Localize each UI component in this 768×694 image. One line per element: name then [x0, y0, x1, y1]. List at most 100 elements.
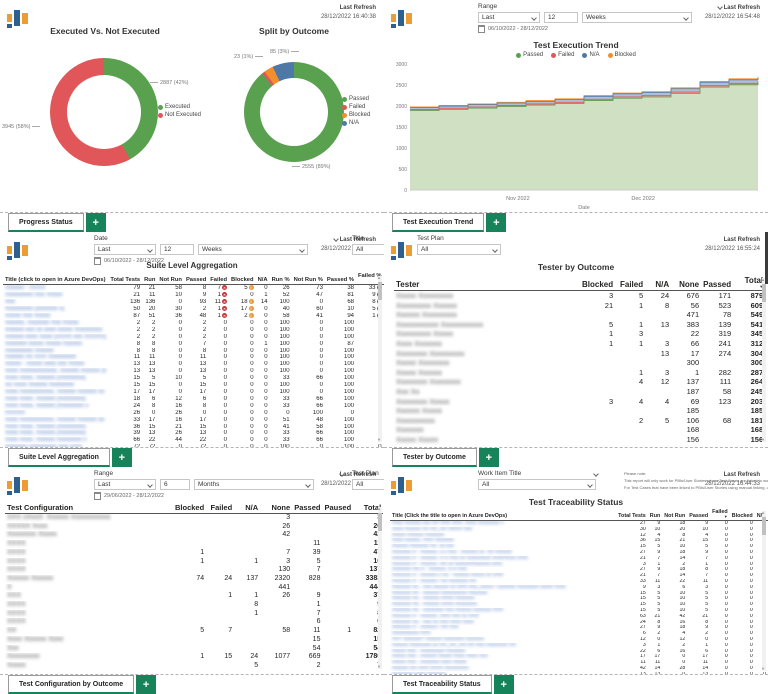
add-page-button[interactable]: +	[493, 675, 514, 694]
column-header[interactable]: Not Run	[157, 273, 184, 285]
suite-title-link[interactable]: Xxx	[5, 299, 16, 305]
suite-title-link[interactable]: Xxxxx - Xxxxx xxxx xxx Xxxxx	[5, 361, 85, 368]
column-header[interactable]: Run %	[269, 273, 292, 285]
suite-title-link[interactable]: XXXXX	[5, 409, 26, 416]
suite-title-link[interactable]: Xxxxx Xxx Xxxxx	[5, 312, 51, 319]
chevron-down-icon[interactable]	[717, 3, 723, 10]
work-item-title-link[interactable]: Xxxxxxx Xx - Xxxxxx xxxxxxxxxx Xxxxxxx	[392, 590, 488, 596]
work-item-title-link[interactable]: Xxxxx Xxx - Xxxxxx Xxxxx Xxxx Xxxx Xxx	[392, 654, 488, 660]
suite-title-link[interactable]: Xxxx Xxxxxxxxxxx, Xxxxxx Xxxxxx xx	[5, 388, 105, 395]
suite-title-link[interactable]: Xxxx Xxxx, Xxxxxx (Xxxxxxxx x	[5, 402, 89, 409]
work-item-title-link[interactable]: Xxxxxx XX XXX xXXX Xxxxxxxxx	[392, 665, 469, 671]
column-header[interactable]: Failed	[208, 273, 230, 285]
work-item-title-link[interactable]: Xxxxxxx XX.X - Xxxxxx, X.X Xxx	[392, 567, 467, 573]
table-scrollbar[interactable]: ▲ ▼	[377, 275, 382, 442]
legend-item[interactable]: Failed	[551, 52, 574, 58]
date-operator-dropdown[interactable]: Last	[94, 244, 156, 255]
column-header[interactable]: Title (click to open in Azure DevOps)	[3, 273, 109, 285]
column-header[interactable]: N/A	[645, 276, 672, 291]
column-header[interactable]: Failed ▼	[710, 509, 730, 521]
column-header[interactable]: N/A	[234, 503, 261, 514]
work-item-title-link[interactable]: Xxxxxxx X - Xxxxxx x Xx - Xxxxxx Xxxxx x…	[392, 573, 504, 579]
legend-item[interactable]: N/A	[342, 120, 370, 126]
add-page-button[interactable]: +	[85, 213, 106, 232]
range-number-input[interactable]: 12	[544, 12, 578, 23]
test-plan-dropdown[interactable]: All	[417, 244, 501, 255]
suite-title-link[interactable]: Xxxx Xxxx, Xxxxxx (Xxxxxxxx)	[5, 423, 86, 430]
column-header[interactable]: Blocked	[580, 276, 616, 291]
work-item-title-link[interactable]: Xxxxxxx Xx - Xxx xx Xxx Xxxx Xxxx	[392, 619, 474, 625]
suite-title-link[interactable]: Xxxx Xxxx, Xxxxxx Xxxxxxxx x	[5, 437, 87, 444]
chevron-down-icon[interactable]	[593, 470, 599, 477]
table-scrollbar[interactable]: ▲ ▼	[761, 277, 766, 442]
legend-item[interactable]: Executed	[158, 104, 201, 110]
work-item-title-link[interactable]: Xxxxxxxxxx XXX	[392, 631, 431, 637]
work-item-title-link[interactable]: Xxxxxxx Xx - Xxxxxx XXXx Xxxxxxx	[392, 596, 475, 602]
date-number-input[interactable]: 12	[160, 244, 194, 255]
suite-title-link[interactable]: Xxxxxx xxx xx xxxx xxxxx Xxxxxxxxx	[5, 326, 103, 333]
work-item-title-link[interactable]: Xxxxxxx Xx - Xxx xxxxxx xx XXX Xxx_xxxxx…	[392, 584, 566, 590]
suite-title-link[interactable]: Xxxxxxx xxxxx Xxxxx Xxxxxx	[5, 340, 83, 347]
suite-title-link[interactable]: Xxxx Xxxx, Xxxxxx (Xxxxxxxx)	[5, 430, 86, 437]
work-item-title-link[interactable]: Xxxxxxx X - Xxxxxx, XXX Xxx xx XXX	[392, 613, 479, 619]
suite-title-link[interactable]: Xxxxxx Xx XXX Xxxxxxxxx	[5, 354, 77, 361]
work-item-title-link[interactable]: Xxxxxxx Xx - xxxxxxxx Xxx Xxxxxx xxxxxxx…	[392, 607, 504, 613]
column-header[interactable]: Blocked	[173, 503, 207, 514]
work-item-title-link[interactable]: Xxxxx Xxxxxx Xxxxxxx	[392, 532, 445, 538]
work-item-title-link[interactable]: Xxxx xxxxxx, XXX Xxxxxxx	[392, 538, 454, 544]
table-scrollbar[interactable]: ▲ ▼	[761, 510, 766, 671]
tab-test-configuration-by-outcome[interactable]: Test Configuration by Outcome	[8, 675, 135, 694]
legend-item[interactable]: Blocked	[342, 112, 370, 118]
work-item-title-link[interactable]: Xxxxxxx X - Xxxxxx / Xx Xxxxxxx XX	[392, 578, 477, 584]
legend-item[interactable]: Passed	[342, 96, 370, 102]
work-item-title-link[interactable]: Xxxxxxx X - Xxxxxx, X.X Xxx xx Xxxxxxxxx…	[392, 555, 528, 561]
column-header[interactable]: Paused	[322, 503, 354, 514]
column-header[interactable]: Run	[647, 509, 663, 521]
add-page-button[interactable]: +	[478, 448, 499, 467]
suite-title-link[interactable]: Xxxxxxx Xxxxxxxxx Xxx XXX	[5, 444, 82, 447]
work-item-title-link[interactable]: Xxxx Xxxxxx Xx XX_XX XXXX Xxx	[392, 526, 473, 532]
tab-suite-level-aggregation[interactable]: Suite Level Aggregation	[8, 448, 110, 467]
column-header[interactable]: N/A	[754, 509, 768, 521]
column-header[interactable]: Total	[353, 503, 384, 514]
column-header[interactable]: N/A	[255, 273, 270, 285]
range-operator-dropdown[interactable]: Last	[478, 12, 540, 23]
legend-item[interactable]: Blocked	[607, 52, 636, 58]
column-header[interactable]: Run	[142, 273, 158, 285]
title-dropdown[interactable]: All	[352, 244, 384, 255]
work-item-title-link[interactable]: Xxxxxxx X - Xxxxxx, XX xx xxxxxXXxxxxxx …	[392, 561, 503, 567]
work-item-title-link[interactable]: Xxxxxx Xxxxxxx Xx. xx-xxx	[392, 544, 454, 550]
work-item-title-link[interactable]: Xxxxx Xxx - Xxxxxxx xxxx Xxxxx	[392, 660, 467, 666]
tab-tester-by-outcome[interactable]: Tester by Outcome	[392, 448, 477, 467]
suite-title-link[interactable]: Xxxx Xxxxxxxxxxx, Xxxxxx Xxxxxx xx	[5, 416, 105, 423]
executed-donut-chart[interactable]	[50, 58, 158, 166]
work-item-title-link[interactable]: Xxxxxxx X - Xxxxxx, x.x Xxx - Xxxxxx xx.…	[392, 549, 512, 555]
range-unit-dropdown[interactable]: Weeks	[582, 12, 692, 23]
test-plan-dropdown[interactable]: All	[352, 479, 384, 490]
legend-item[interactable]: Passed	[516, 52, 543, 58]
column-header[interactable]: Passed	[701, 276, 734, 291]
work-item-title-link[interactable]: Xxxxxxx Xx - Xxxxxx XXXx Xxxxxxxx	[392, 602, 478, 608]
add-page-button[interactable]: +	[136, 675, 157, 694]
legend-item[interactable]: Not Executed	[158, 112, 201, 118]
suite-title-link[interactable]: Xxxxxxxxx Xxxxxx	[5, 347, 54, 354]
column-header[interactable]: Title (Click the title to open in Azure …	[390, 509, 617, 521]
chevron-down-icon[interactable]	[333, 235, 339, 242]
browser-scrollbar[interactable]	[765, 232, 768, 284]
outcome-donut-chart[interactable]	[244, 62, 344, 162]
work-item-title-link[interactable]: XX? xxxxxxx? Xxxxxx xxxxxxxx xxxxxxx	[392, 636, 484, 642]
column-header[interactable]: Passed	[292, 503, 323, 514]
tab-test-traceability-status[interactable]: Test Traceability Status	[392, 675, 492, 694]
work-item-title-link[interactable]: Xxxxxxx X - Xxxxxx / XX Xxx	[392, 625, 459, 631]
column-header[interactable]: None	[671, 276, 702, 291]
column-header[interactable]: Blocked	[229, 273, 256, 285]
column-header[interactable]: None	[260, 503, 293, 514]
table-scrollbar[interactable]: ▲ ▼	[377, 506, 382, 669]
column-header[interactable]: Passed	[183, 273, 209, 285]
legend-item[interactable]: Failed	[342, 104, 370, 110]
column-header[interactable]: Passed %	[324, 273, 356, 285]
column-header[interactable]: Test Configuration	[5, 503, 173, 514]
suite-title-link[interactable]: Xxxxxxxxx (xxxxxxx x)	[5, 305, 65, 312]
work-item-title-link[interactable]: Xxxx Xxxxxx xxx XX XXX XXX, Xxxx Xxxxxxx…	[392, 520, 504, 526]
column-header[interactable]: Blocked	[729, 509, 755, 521]
